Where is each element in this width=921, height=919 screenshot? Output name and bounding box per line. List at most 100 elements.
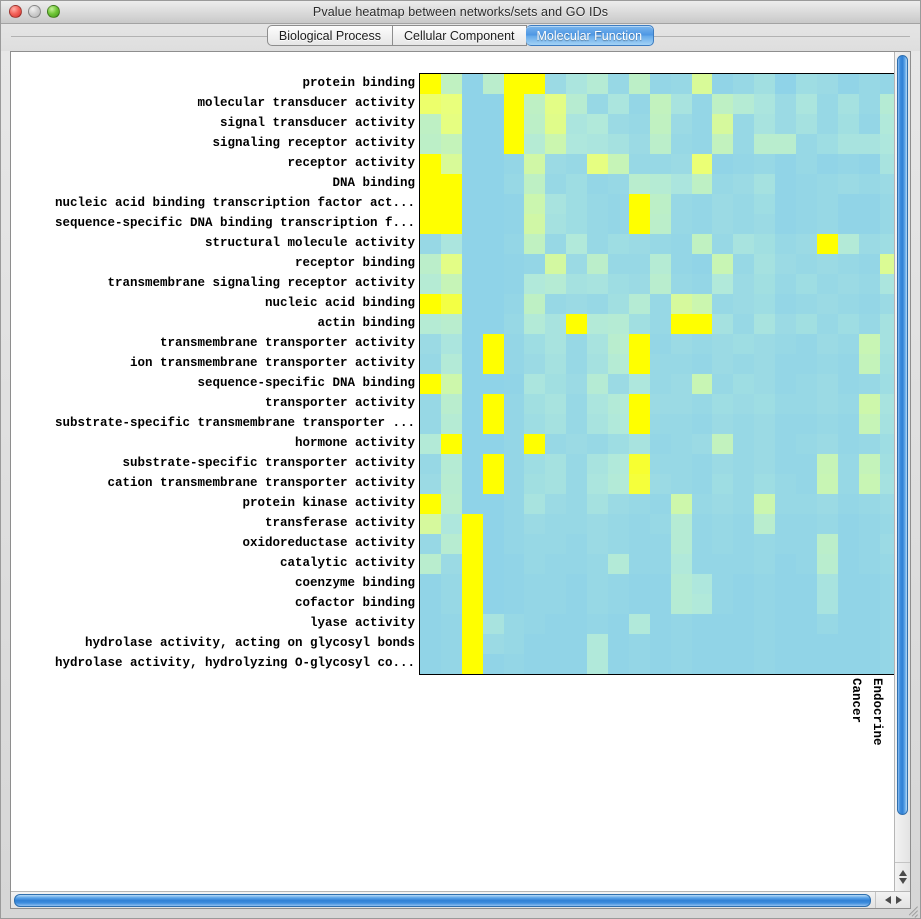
heatmap-cell[interactable] — [879, 394, 894, 414]
heatmap-cell[interactable] — [628, 134, 650, 154]
heatmap-cell[interactable] — [796, 294, 817, 314]
heatmap-cell[interactable] — [858, 394, 880, 414]
heatmap-cell[interactable] — [712, 314, 734, 334]
heatmap-cell[interactable] — [524, 134, 546, 154]
heatmap-cell[interactable] — [691, 614, 713, 634]
heatmap-cell[interactable] — [879, 334, 894, 354]
heatmap-cell[interactable] — [566, 574, 588, 594]
heatmap-cell[interactable] — [775, 654, 797, 674]
heatmap-cell[interactable] — [879, 614, 894, 634]
heatmap-cell[interactable] — [816, 494, 838, 514]
heatmap-cell[interactable] — [837, 454, 859, 474]
heatmap-cell[interactable] — [775, 74, 797, 94]
heatmap-cell[interactable] — [796, 354, 817, 374]
heatmap-cell[interactable] — [482, 414, 504, 434]
heatmap-cell[interactable] — [796, 554, 817, 574]
heatmap-cell[interactable] — [816, 454, 838, 474]
heatmap-cell[interactable] — [587, 614, 609, 634]
heatmap-cell[interactable] — [545, 574, 567, 594]
heatmap-cell[interactable] — [691, 314, 713, 334]
heatmap-cell[interactable] — [566, 514, 588, 534]
heatmap-cell[interactable] — [691, 174, 713, 194]
heatmap-cell[interactable] — [524, 274, 546, 294]
heatmap-cell[interactable] — [775, 134, 797, 154]
heatmap-cell[interactable] — [775, 414, 797, 434]
heatmap-cell[interactable] — [524, 554, 546, 574]
heatmap-cell[interactable] — [670, 134, 692, 154]
heatmap-cell[interactable] — [649, 234, 671, 254]
heatmap-cell[interactable] — [712, 514, 734, 534]
heatmap-cell[interactable] — [482, 574, 504, 594]
heatmap-cell[interactable] — [524, 114, 546, 134]
heatmap-cell[interactable] — [754, 334, 776, 354]
heatmap-cell[interactable] — [733, 654, 755, 674]
heatmap-cell[interactable] — [440, 294, 462, 314]
heatmap-cell[interactable] — [545, 614, 567, 634]
heatmap-cell[interactable] — [754, 514, 776, 534]
heatmap-cell[interactable] — [733, 174, 755, 194]
heatmap-cell[interactable] — [691, 534, 713, 554]
heatmap-cell[interactable] — [503, 374, 525, 394]
heatmap-cell[interactable] — [775, 154, 797, 174]
heatmap-cell[interactable] — [503, 314, 525, 334]
heatmap-cell[interactable] — [628, 534, 650, 554]
heatmap-cell[interactable] — [649, 634, 671, 654]
heatmap-cell[interactable] — [482, 454, 504, 474]
heatmap-cell[interactable] — [858, 254, 880, 274]
heatmap-cell[interactable] — [816, 594, 838, 614]
heatmap-cell[interactable] — [461, 654, 483, 674]
heatmap-cell[interactable] — [482, 294, 504, 314]
heatmap-cell[interactable] — [649, 274, 671, 294]
heatmap-cell[interactable] — [566, 334, 588, 354]
heatmap-cell[interactable] — [837, 354, 859, 374]
heatmap-cell[interactable] — [691, 154, 713, 174]
heatmap-cell[interactable] — [837, 114, 859, 134]
heatmap-cell[interactable] — [440, 534, 462, 554]
heatmap-cell[interactable] — [503, 254, 525, 274]
heatmap-cell[interactable] — [503, 574, 525, 594]
heatmap-cell[interactable] — [482, 594, 504, 614]
heatmap-cell[interactable] — [461, 434, 483, 454]
heatmap-cell[interactable] — [879, 574, 894, 594]
heatmap-cell[interactable] — [837, 234, 859, 254]
heatmap-cell[interactable] — [608, 414, 629, 434]
heatmap-cell[interactable] — [440, 454, 462, 474]
heatmap-cell[interactable] — [608, 554, 629, 574]
heatmap-cell[interactable] — [775, 434, 797, 454]
heatmap-cell[interactable] — [754, 594, 776, 614]
heatmap-cell[interactable] — [837, 554, 859, 574]
heatmap-cell[interactable] — [440, 154, 462, 174]
heatmap-cell[interactable] — [482, 274, 504, 294]
heatmap-cell[interactable] — [775, 314, 797, 334]
heatmap-cell[interactable] — [796, 394, 817, 414]
heatmap-cell[interactable] — [440, 574, 462, 594]
heatmap-cell[interactable] — [503, 614, 525, 634]
heatmap-cell[interactable] — [587, 334, 609, 354]
heatmap-cell[interactable] — [608, 134, 629, 154]
heatmap-cell[interactable] — [858, 214, 880, 234]
heatmap-cell[interactable] — [754, 654, 776, 674]
heatmap-cell[interactable] — [524, 354, 546, 374]
heatmap-cell[interactable] — [628, 594, 650, 614]
heatmap-cell[interactable] — [545, 354, 567, 374]
heatmap-cell[interactable] — [879, 254, 894, 274]
heatmap-cell[interactable] — [587, 314, 609, 334]
heatmap-cell[interactable] — [670, 194, 692, 214]
heatmap-cell[interactable] — [649, 514, 671, 534]
heatmap-cell[interactable] — [733, 474, 755, 494]
heatmap-cell[interactable] — [566, 474, 588, 494]
heatmap-cell[interactable] — [628, 194, 650, 214]
heatmap-cell[interactable] — [649, 374, 671, 394]
heatmap-cell[interactable] — [837, 254, 859, 274]
heatmap-cell[interactable] — [524, 534, 546, 554]
heatmap-cell[interactable] — [754, 314, 776, 334]
heatmap-cell[interactable] — [587, 274, 609, 294]
heatmap-cell[interactable] — [566, 294, 588, 314]
heatmap-cell[interactable] — [670, 154, 692, 174]
heatmap-cell[interactable] — [420, 254, 441, 274]
heatmap-cell[interactable] — [420, 494, 441, 514]
heatmap-cell[interactable] — [628, 274, 650, 294]
heatmap-cell[interactable] — [879, 294, 894, 314]
heatmap-cell[interactable] — [503, 134, 525, 154]
heatmap-cell[interactable] — [503, 214, 525, 234]
